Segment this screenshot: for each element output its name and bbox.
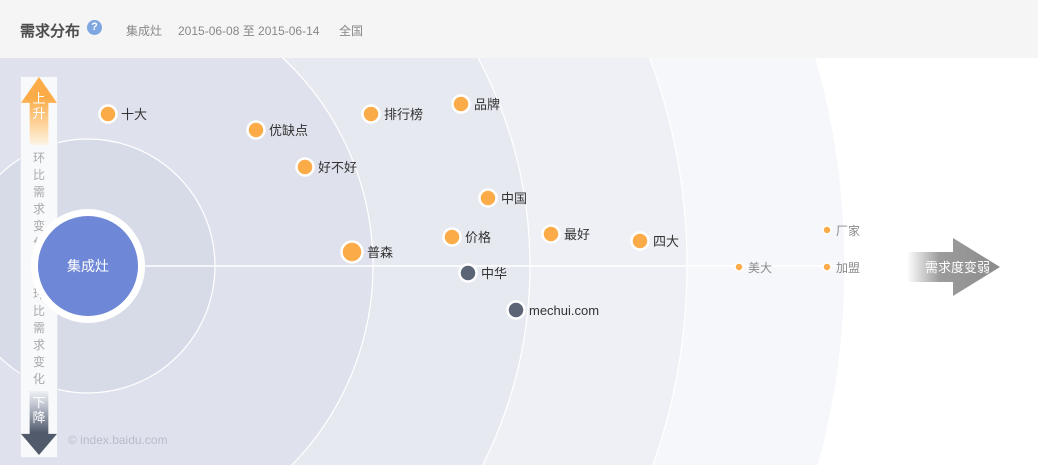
- svg-text:需求度变弱: 需求度变弱: [925, 260, 990, 275]
- svg-text:好不好: 好不好: [318, 160, 357, 175]
- svg-text:最好: 最好: [564, 227, 590, 242]
- svg-text:价格: 价格: [465, 230, 491, 245]
- svg-text:集成灶: 集成灶: [67, 258, 109, 274]
- svg-text:排行榜: 排行榜: [384, 107, 423, 122]
- svg-text:四大: 四大: [653, 234, 679, 249]
- svg-text:中国: 中国: [501, 191, 527, 206]
- svg-text:优缺点: 优缺点: [269, 123, 308, 138]
- svg-text:十大: 十大: [121, 107, 147, 122]
- svg-text:加盟: 加盟: [836, 261, 860, 275]
- svg-text:美大: 美大: [748, 261, 772, 275]
- svg-text:厂家: 厂家: [836, 223, 860, 238]
- svg-text:普森: 普森: [367, 245, 393, 260]
- svg-text:mechui.com: mechui.com: [529, 303, 599, 318]
- svg-text:品牌: 品牌: [474, 97, 500, 112]
- svg-text:中华: 中华: [481, 266, 507, 281]
